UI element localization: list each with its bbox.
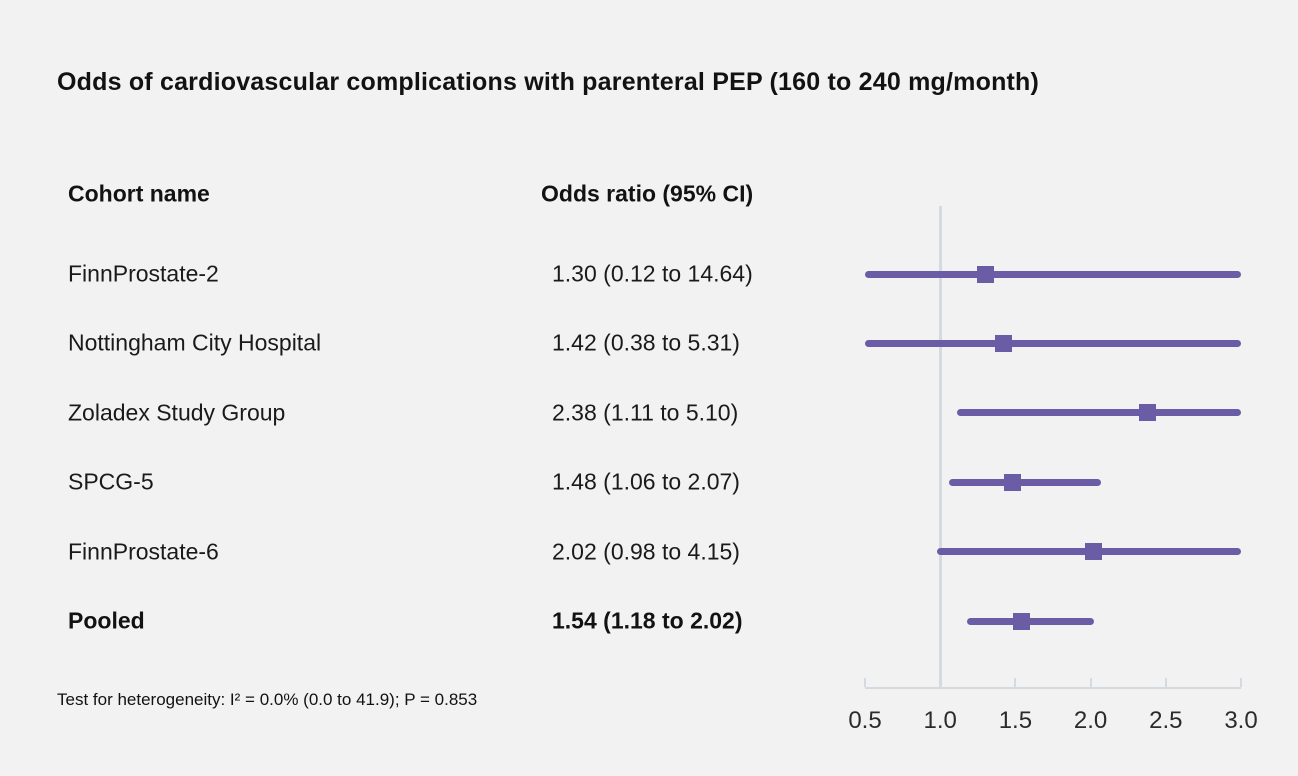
confidence-interval-line — [949, 478, 1102, 486]
cohort-name-label: SPCG-5 — [68, 468, 154, 495]
confidence-interval-line — [967, 617, 1094, 625]
point-estimate-marker — [1012, 612, 1030, 630]
cohort-name-label: Pooled — [68, 607, 145, 634]
odds-ratio-value: 1.54 (1.18 to 2.02) — [552, 607, 743, 634]
reference-line-or-1 — [938, 206, 942, 688]
x-axis-tick-label: 1.5 — [998, 707, 1033, 734]
cohort-name-label: FinnProstate-6 — [68, 538, 219, 565]
odds-ratio-value: 2.02 (0.98 to 4.15) — [552, 538, 740, 565]
confidence-interval-line — [865, 270, 1241, 278]
cohort-name-label: Nottingham City Hospital — [68, 329, 322, 356]
x-axis-tick — [1089, 678, 1092, 687]
odds-ratio-value: 1.48 (1.06 to 2.07) — [552, 468, 740, 495]
point-estimate-marker — [994, 334, 1012, 352]
chart-title: Odds of cardiovascular complications wit… — [57, 68, 1040, 96]
x-axis-line — [865, 687, 1241, 689]
x-axis-tick-label: 2.5 — [1149, 707, 1183, 734]
odds-ratio-value: 2.38 (1.11 to 5.10) — [552, 399, 739, 426]
point-estimate-marker — [1085, 543, 1103, 561]
point-estimate-marker — [976, 265, 994, 283]
heterogeneity-footnote: Test for heterogeneity: I² = 0.0% (0.0 t… — [57, 690, 478, 709]
confidence-interval-line — [865, 339, 1241, 347]
x-axis-tick-label: 1.0 — [923, 707, 957, 734]
cohort-name-label: Zoladex Study Group — [68, 399, 286, 426]
odds-ratio-value: 1.42 (0.38 to 5.31) — [552, 329, 740, 356]
cohort-name-label: FinnProstate-2 — [68, 260, 219, 287]
x-axis-tick — [939, 678, 942, 687]
x-axis-tick-label: 0.5 — [848, 707, 882, 734]
cohort-column-header: Cohort name — [68, 180, 210, 207]
point-estimate-marker — [1139, 404, 1157, 422]
confidence-interval-line — [956, 409, 1241, 417]
point-estimate-marker — [1003, 473, 1021, 491]
x-axis-tick — [1164, 678, 1167, 687]
x-axis-tick — [1240, 678, 1242, 687]
x-axis-tick-label: 2.0 — [1073, 707, 1108, 734]
odds-ratio-column-header: Odds ratio (95% CI) — [541, 180, 754, 207]
odds-ratio-value: 1.30 (0.12 to 14.64) — [552, 260, 753, 287]
x-axis-tick-label: 3.0 — [1224, 707, 1258, 734]
x-axis-tick — [1014, 678, 1017, 687]
x-axis-tick — [864, 678, 866, 687]
